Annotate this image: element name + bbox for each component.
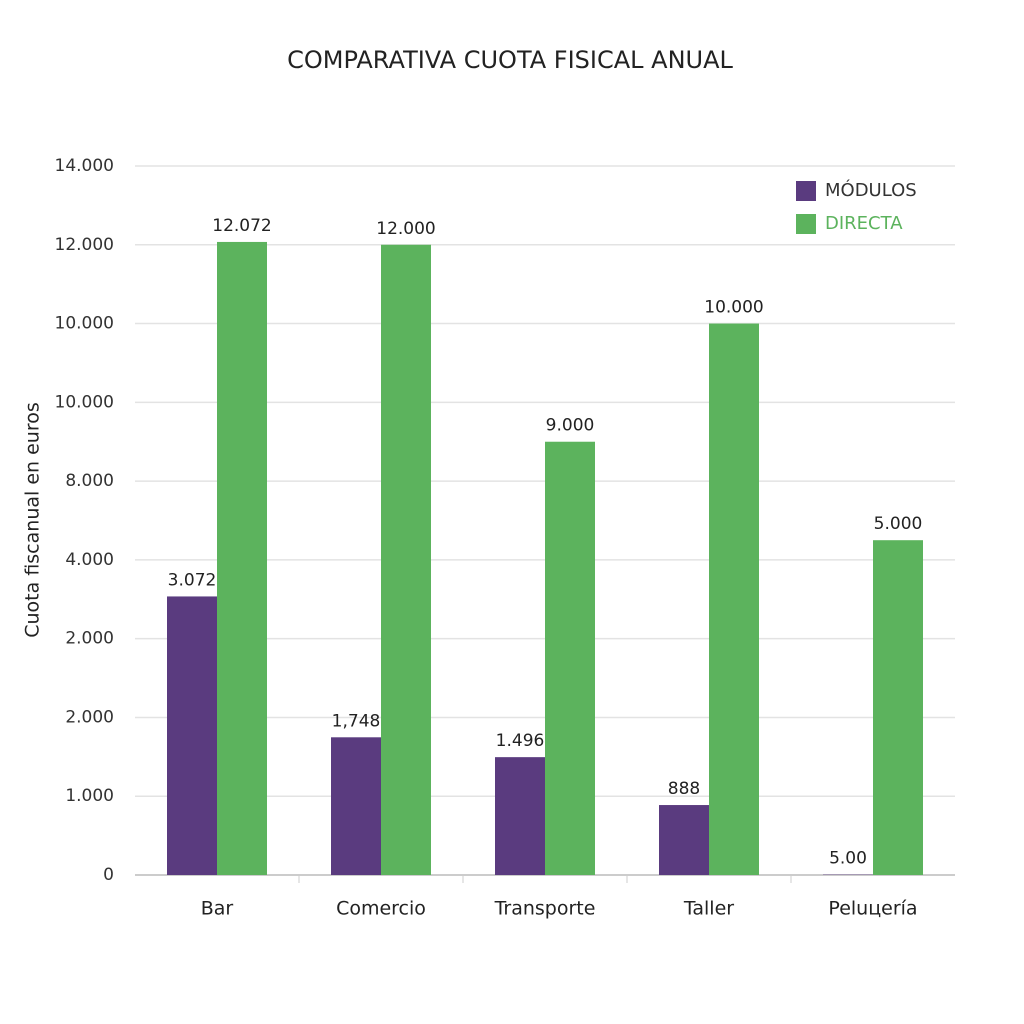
- x-tick-label: Peluцería: [828, 898, 917, 920]
- bar: [217, 241, 267, 875]
- y-tick-label: 2.000: [65, 707, 114, 727]
- value-label: 10.000: [704, 298, 763, 318]
- y-tick-label: 4.000: [65, 550, 114, 570]
- legend-label: MÓDULOS: [825, 179, 917, 201]
- x-tick-label: Transporte: [494, 898, 596, 920]
- bar: [495, 757, 545, 875]
- x-tick-label: Comercio: [336, 898, 426, 920]
- bar: [381, 244, 431, 875]
- bar: [709, 323, 759, 875]
- bar: [873, 540, 923, 875]
- y-tick-label: 2.000: [65, 629, 114, 649]
- value-label: 9.000: [546, 416, 595, 436]
- value-label: 1,748: [332, 711, 381, 731]
- y-tick-label: 1.000: [65, 786, 114, 806]
- bar: [167, 596, 217, 875]
- y-tick-label: 10.000: [55, 392, 114, 412]
- value-label: 5.000: [874, 514, 923, 534]
- y-axis-title: Cuota fiscanual en euros: [22, 402, 44, 638]
- value-label: 3.072: [168, 570, 217, 590]
- legend-swatch: [796, 181, 816, 201]
- legend-swatch: [796, 214, 816, 234]
- bar: [659, 805, 709, 875]
- bar: [545, 441, 595, 875]
- value-label: 888: [668, 779, 700, 799]
- bar: [331, 737, 381, 875]
- legend-label: DIRECTA: [825, 213, 903, 234]
- chart-title: COMPARATIVA CUOTA FISICAL ANUAL: [287, 46, 733, 74]
- x-tick-label: Bar: [201, 898, 234, 920]
- y-tick-label: 10.000: [55, 314, 114, 334]
- value-label: 12.072: [212, 216, 271, 236]
- x-tick-label: Taller: [683, 898, 734, 920]
- y-tick-label: 8.000: [65, 471, 114, 491]
- value-label: 12.000: [376, 219, 435, 239]
- y-tick-label: 12.000: [55, 235, 114, 255]
- y-tick-label: 14.000: [55, 156, 114, 176]
- value-label: 5.00: [829, 849, 867, 869]
- value-label: 1.496: [496, 731, 545, 751]
- y-tick-label: 0: [103, 865, 114, 885]
